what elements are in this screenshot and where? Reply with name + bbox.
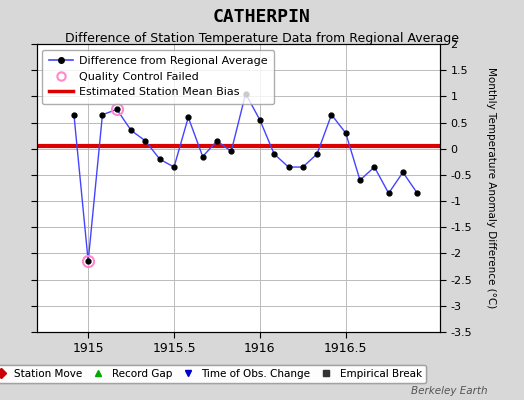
- Text: CATHERPIN: CATHERPIN: [213, 8, 311, 26]
- Text: Berkeley Earth: Berkeley Earth: [411, 386, 487, 396]
- Text: Difference of Station Temperature Data from Regional Average: Difference of Station Temperature Data f…: [65, 32, 459, 45]
- Legend: Station Move, Record Gap, Time of Obs. Change, Empirical Break: Station Move, Record Gap, Time of Obs. C…: [0, 365, 426, 383]
- Y-axis label: Monthly Temperature Anomaly Difference (°C): Monthly Temperature Anomaly Difference (…: [486, 67, 496, 309]
